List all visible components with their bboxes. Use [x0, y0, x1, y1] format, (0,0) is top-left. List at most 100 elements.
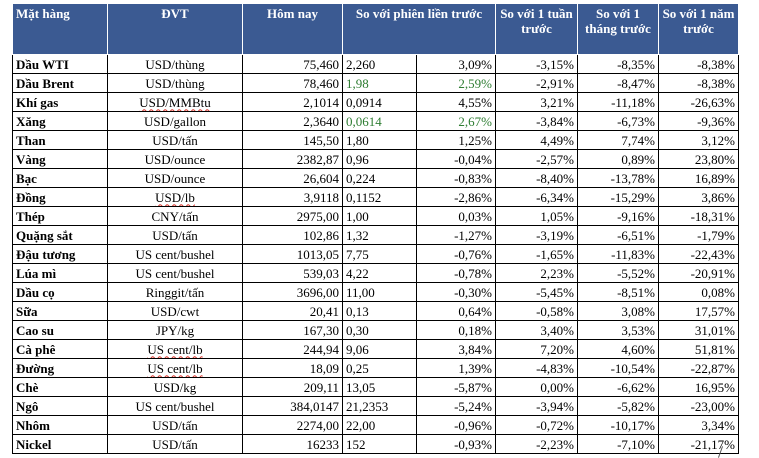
unit-cell: USD/ounce — [107, 149, 243, 169]
week-change-cell: 0,00% — [495, 377, 578, 397]
prev-session-change-pct-cell: -5,24% — [416, 396, 496, 416]
commodity-name-cell: Vàng — [12, 149, 108, 169]
week-change-cell: -3,15% — [495, 54, 578, 74]
unit-cell: US cent/bushel — [107, 396, 243, 416]
table-row: Sữa USD/cwt 20,41 0,13 0,64% -0,58% 3,08% 17,57… — [12, 301, 739, 321]
today-price-cell: 2975,00 — [242, 206, 343, 226]
table-row: Xăng USD/gallon 2,3640 0,0614 2,67% -3,84% -6,… — [12, 111, 739, 131]
table-row: Cà phê US cent/lb 244,94 9,06 3,84% 7,20% 4,60… — [12, 339, 739, 359]
year-change-cell: 16,89% — [658, 168, 739, 188]
commodity-name-cell: Đường — [12, 358, 108, 378]
prev-session-change-cell: 21,2353 — [342, 396, 417, 416]
year-change-cell: -21,17% — [658, 434, 739, 454]
today-price-cell: 3,9118 — [242, 187, 343, 207]
year-change-cell: -8,38% — [658, 54, 739, 74]
table-row: Dầu cọ Ringgit/tấn 3696,00 11,00 -0,30% -5,45… — [12, 282, 739, 302]
month-change-cell: -10,54% — [577, 358, 659, 378]
commodity-name-cell: Dầu Brent — [12, 73, 108, 93]
prev-session-change-cell: 9,06 — [342, 339, 417, 359]
unit-cell: JPY/kg — [107, 320, 243, 340]
month-change-cell: -8,51% — [577, 282, 659, 302]
today-price-cell: 75,460 — [242, 54, 343, 74]
year-change-cell: -20,91% — [658, 263, 739, 283]
year-change-cell: -9,36% — [658, 111, 739, 131]
prev-session-change-pct-cell: 1,25% — [416, 130, 496, 150]
month-change-cell: -11,83% — [577, 244, 659, 264]
table-row: Bạc USD/ounce 26,604 0,224 -0,83% -8,40% -13,7… — [12, 168, 739, 188]
table-body: Dầu WTI USD/thùng 75,460 2,260 3,09% -3,15% -8… — [12, 54, 739, 454]
unit-cell: USD/gallon — [107, 111, 243, 131]
header-vs-previous-session: So với phiên liền trước — [342, 3, 496, 55]
prev-session-change-pct-cell: 2,59% — [416, 73, 496, 93]
prev-session-change-pct-cell: 0,18% — [416, 320, 496, 340]
unit-cell: USD/lb — [107, 187, 243, 207]
unit-cell: US cent/bushel — [107, 263, 243, 283]
commodity-name-cell: Khí gas — [12, 92, 108, 112]
month-change-cell: -13,78% — [577, 168, 659, 188]
header-commodity: Mặt hàng — [12, 3, 108, 55]
year-change-cell: 0,08% — [658, 282, 739, 302]
prev-session-change-pct-cell: 3,09% — [416, 54, 496, 74]
commodity-name-cell: Nickel — [12, 434, 108, 454]
commodity-name-cell: Sữa — [12, 301, 108, 321]
unit-cell: US cent/lb — [107, 358, 243, 378]
year-change-cell: 16,95% — [658, 377, 739, 397]
month-change-cell: -5,82% — [577, 396, 659, 416]
week-change-cell: -2,23% — [495, 434, 578, 454]
table-row: Khí gas USD/MMBtu 2,1014 0,0914 4,55% 3,21% -1… — [12, 92, 739, 112]
unit-text: USD/MMBtu — [139, 94, 211, 110]
week-change-cell: -0,72% — [495, 415, 578, 435]
prev-session-change-cell: 4,22 — [342, 263, 417, 283]
month-change-cell: -7,10% — [577, 434, 659, 454]
unit-cell: USD/cwt — [107, 301, 243, 321]
week-change-cell: 2,23% — [495, 263, 578, 283]
commodity-name-cell: Đồng — [12, 187, 108, 207]
week-change-cell: -4,83% — [495, 358, 578, 378]
month-change-cell: -8,47% — [577, 73, 659, 93]
commodity-name-cell: Dầu cọ — [12, 282, 108, 302]
prev-session-change-cell: 7,75 — [342, 244, 417, 264]
unit-cell: USD/kg — [107, 377, 243, 397]
prev-session-change-cell: 0,0914 — [342, 92, 417, 112]
month-change-cell: -6,62% — [577, 377, 659, 397]
commodity-name-cell: Thép — [12, 206, 108, 226]
commodity-name-cell: Xăng — [12, 111, 108, 131]
commodity-name-cell: Chè — [12, 377, 108, 397]
week-change-cell: -2,91% — [495, 73, 578, 93]
commodity-name-cell: Cà phê — [12, 339, 108, 359]
today-price-cell: 18,09 — [242, 358, 343, 378]
prev-session-change-pct-cell: 4,55% — [416, 92, 496, 112]
today-price-cell: 167,30 — [242, 320, 343, 340]
prev-session-change-cell: 152 — [342, 434, 417, 454]
unit-cell: USD/tấn — [107, 225, 243, 245]
today-price-cell: 1013,05 — [242, 244, 343, 264]
week-change-cell: 4,49% — [495, 130, 578, 150]
prev-session-change-pct-cell: 0,03% — [416, 206, 496, 226]
prev-session-change-cell: 0,0614 — [342, 111, 417, 131]
week-change-cell: 7,20% — [495, 339, 578, 359]
year-change-cell: -22,87% — [658, 358, 739, 378]
today-price-cell: 2382,87 — [242, 149, 343, 169]
table-row: Dầu WTI USD/thùng 75,460 2,260 3,09% -3,15% -8… — [12, 54, 739, 74]
prev-session-change-cell: 1,00 — [342, 206, 417, 226]
month-change-cell: 3,08% — [577, 301, 659, 321]
week-change-cell: 1,05% — [495, 206, 578, 226]
year-change-cell: 17,57% — [658, 301, 739, 321]
prev-session-change-cell: 1,32 — [342, 225, 417, 245]
table-row: Nickel USD/tấn 16233 152 -0,93% -2,23% -7,10% -… — [12, 434, 739, 454]
header-vs-1-year: So với 1 năm trước — [658, 3, 739, 55]
year-change-cell: -23,00% — [658, 396, 739, 416]
today-price-cell: 2274,00 — [242, 415, 343, 435]
today-price-cell: 2,3640 — [242, 111, 343, 131]
prev-session-change-pct-cell: -0,04% — [416, 149, 496, 169]
year-change-cell: -26,63% — [658, 92, 739, 112]
today-price-cell: 16233 — [242, 434, 343, 454]
table-row: Chè USD/kg 209,11 13,05 -5,87% 0,00% -6,62% 16,… — [12, 377, 739, 397]
week-change-cell: -8,40% — [495, 168, 578, 188]
prev-session-change-cell: 0,96 — [342, 149, 417, 169]
month-change-cell: 4,60% — [577, 339, 659, 359]
unit-cell: US cent/lb — [107, 339, 243, 359]
table-row: Đồng USD/lb 3,9118 0,1152 -2,86% -6,34% -15,29… — [12, 187, 739, 207]
today-price-cell: 209,11 — [242, 377, 343, 397]
week-change-cell: -1,65% — [495, 244, 578, 264]
